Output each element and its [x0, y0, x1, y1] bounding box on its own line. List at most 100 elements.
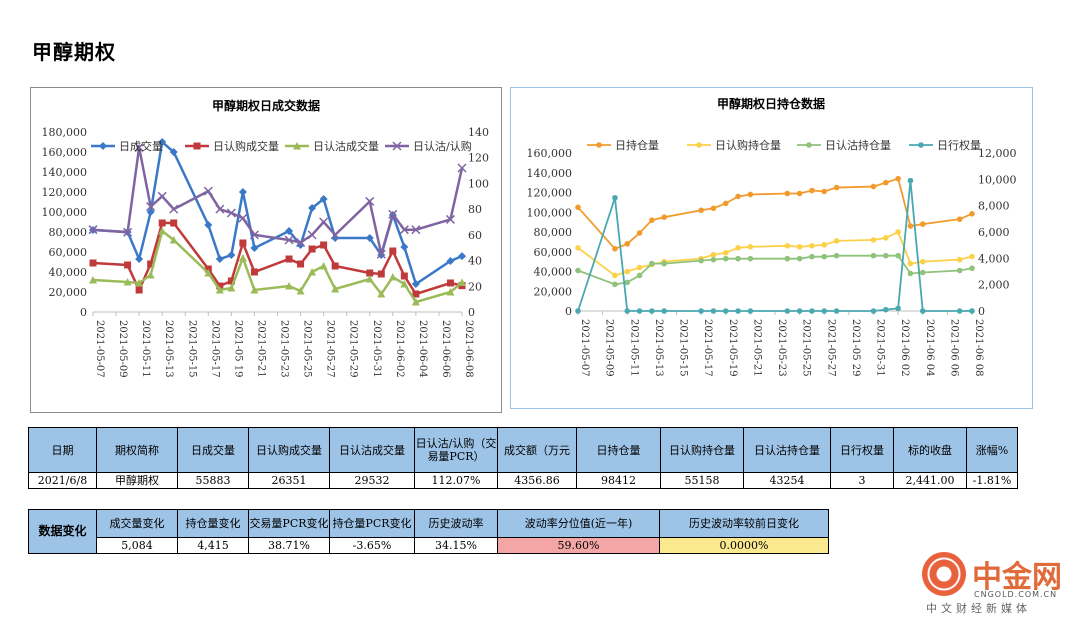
- legend-label: 日成交量: [119, 139, 163, 153]
- data-point: [969, 265, 975, 272]
- chart-title: 甲醇期权日成交数据: [212, 98, 320, 113]
- data-point: [215, 255, 224, 263]
- data-point: [883, 235, 889, 241]
- legend-marker: [696, 142, 702, 148]
- data-point: [833, 308, 840, 314]
- data-point: [624, 268, 631, 275]
- data-point: [285, 227, 294, 235]
- y2-tick-label: 2,000: [978, 279, 1010, 292]
- data-point: [870, 183, 877, 190]
- data-point: [624, 279, 631, 286]
- data-point: [698, 207, 704, 214]
- data-point: [649, 308, 655, 314]
- value-cell: 2,441.00: [893, 472, 967, 489]
- data-point: [308, 204, 317, 212]
- data-point: [399, 225, 409, 235]
- data-point: [366, 269, 374, 277]
- x-tick-label: 2021-06 04: [924, 319, 935, 376]
- x-tick-label: 2021-05-11: [140, 320, 151, 378]
- data-point: [89, 259, 97, 267]
- header-cell: 日认沽/认购（交易量PCR）: [414, 427, 498, 473]
- volume-chart: 甲醇期权日成交数据 0 20,000 40,000 60,000 80,000 100,00…: [42, 98, 490, 378]
- data-point: [249, 230, 259, 240]
- data-point: [895, 305, 901, 312]
- value-cell: 55158: [660, 472, 744, 489]
- vol-percentile-cell: 59.60%: [497, 537, 660, 554]
- data-point: [400, 243, 409, 251]
- y-tick-label: 140,000: [42, 166, 88, 179]
- data-point: [319, 217, 329, 227]
- x-tick-label: 2021-05-07: [94, 320, 105, 378]
- data-point: [445, 214, 455, 224]
- y2-tick-label: 80: [468, 203, 482, 216]
- x-tick-label: 2021-05-13: [653, 319, 664, 377]
- x-tick-label: 2021-05-15: [678, 319, 689, 377]
- y2-tick-label: 60: [468, 229, 482, 242]
- data-point: [698, 257, 704, 264]
- data-point: [636, 264, 643, 271]
- data-point: [388, 273, 397, 281]
- header-cell: 日认沽持仓量: [743, 427, 831, 473]
- data-point: [411, 298, 420, 306]
- data-point: [895, 175, 901, 182]
- vol-change-cell: 0.0000%: [659, 537, 829, 554]
- y2-tick-label: 100: [468, 177, 489, 190]
- legend-marker: [392, 141, 402, 151]
- y2-tick-label: 40: [468, 255, 482, 268]
- data-point: [203, 186, 213, 196]
- data-point: [308, 245, 316, 253]
- open-interest-chart: 甲醇期权日持仓数据 0 20,000 40,000 60,000 80,000 100,00…: [527, 96, 1017, 377]
- series-line: [577, 230, 973, 277]
- data-change-label: 数据变化: [28, 509, 97, 554]
- data-point: [883, 179, 889, 186]
- watermark-domain: CNGOLD.COM.CN: [974, 590, 1058, 599]
- x-tick-label: 2021-06-04: [417, 320, 428, 378]
- data-point: [365, 275, 374, 283]
- x-tick-label: 2021-06 08: [973, 319, 984, 376]
- data-point: [710, 256, 717, 263]
- data-point: [956, 267, 963, 274]
- value-cell: 98412: [576, 472, 661, 489]
- header-cell: 日认沽成交量: [329, 427, 415, 473]
- data-point: [458, 252, 466, 261]
- data-point: [297, 260, 305, 268]
- data-point: [796, 244, 803, 250]
- data-point: [250, 268, 258, 276]
- data-point: [215, 286, 224, 294]
- data-point: [735, 193, 741, 200]
- header-cell: 日期: [28, 427, 97, 473]
- data-point: [250, 244, 259, 252]
- data-point: [400, 272, 408, 280]
- x-tick-label: 2021-05-25: [801, 319, 812, 377]
- data-point: [158, 219, 166, 227]
- data-point: [907, 177, 914, 184]
- data-point: [636, 308, 643, 314]
- header-cell: 日成交量: [177, 427, 249, 473]
- data-point: [821, 188, 828, 195]
- data-point: [870, 252, 877, 259]
- data-point: [796, 308, 803, 314]
- legend-label: 日行权量: [937, 139, 981, 152]
- legend-label: 日认沽成交量: [313, 139, 379, 153]
- value-cell: 5,084: [96, 537, 178, 554]
- y-tick-label: 20,000: [49, 286, 88, 299]
- data-point: [612, 272, 618, 279]
- data-change-value-row: 5,084 4,415 38.71% -3.65% 34.15% 59.60% …: [29, 537, 829, 554]
- data-point: [296, 287, 305, 295]
- data-point: [919, 269, 926, 276]
- data-point: [784, 255, 791, 262]
- data-point: [146, 271, 155, 279]
- y-tick-label: 100,000: [42, 206, 88, 219]
- x-tick-label: 2021-05-21: [751, 319, 762, 377]
- daily-summary-header-row: 日期 期权简称 日成交量 日认购成交量 日认沽成交量 日认沽/认购（交易量PCR…: [28, 427, 1018, 473]
- y-tick-label: 60,000: [49, 246, 88, 259]
- y2-tick-label: 120: [468, 152, 489, 165]
- y2-tick-label: 4,000: [978, 252, 1010, 265]
- y-tick-label: 0: [565, 305, 572, 318]
- data-point: [134, 142, 144, 152]
- data-point: [204, 221, 213, 229]
- y-tick-label: 40,000: [49, 266, 88, 279]
- header-cell: 日认购成交量: [248, 427, 330, 473]
- data-point: [747, 244, 754, 250]
- value-cell: 43254: [743, 472, 831, 489]
